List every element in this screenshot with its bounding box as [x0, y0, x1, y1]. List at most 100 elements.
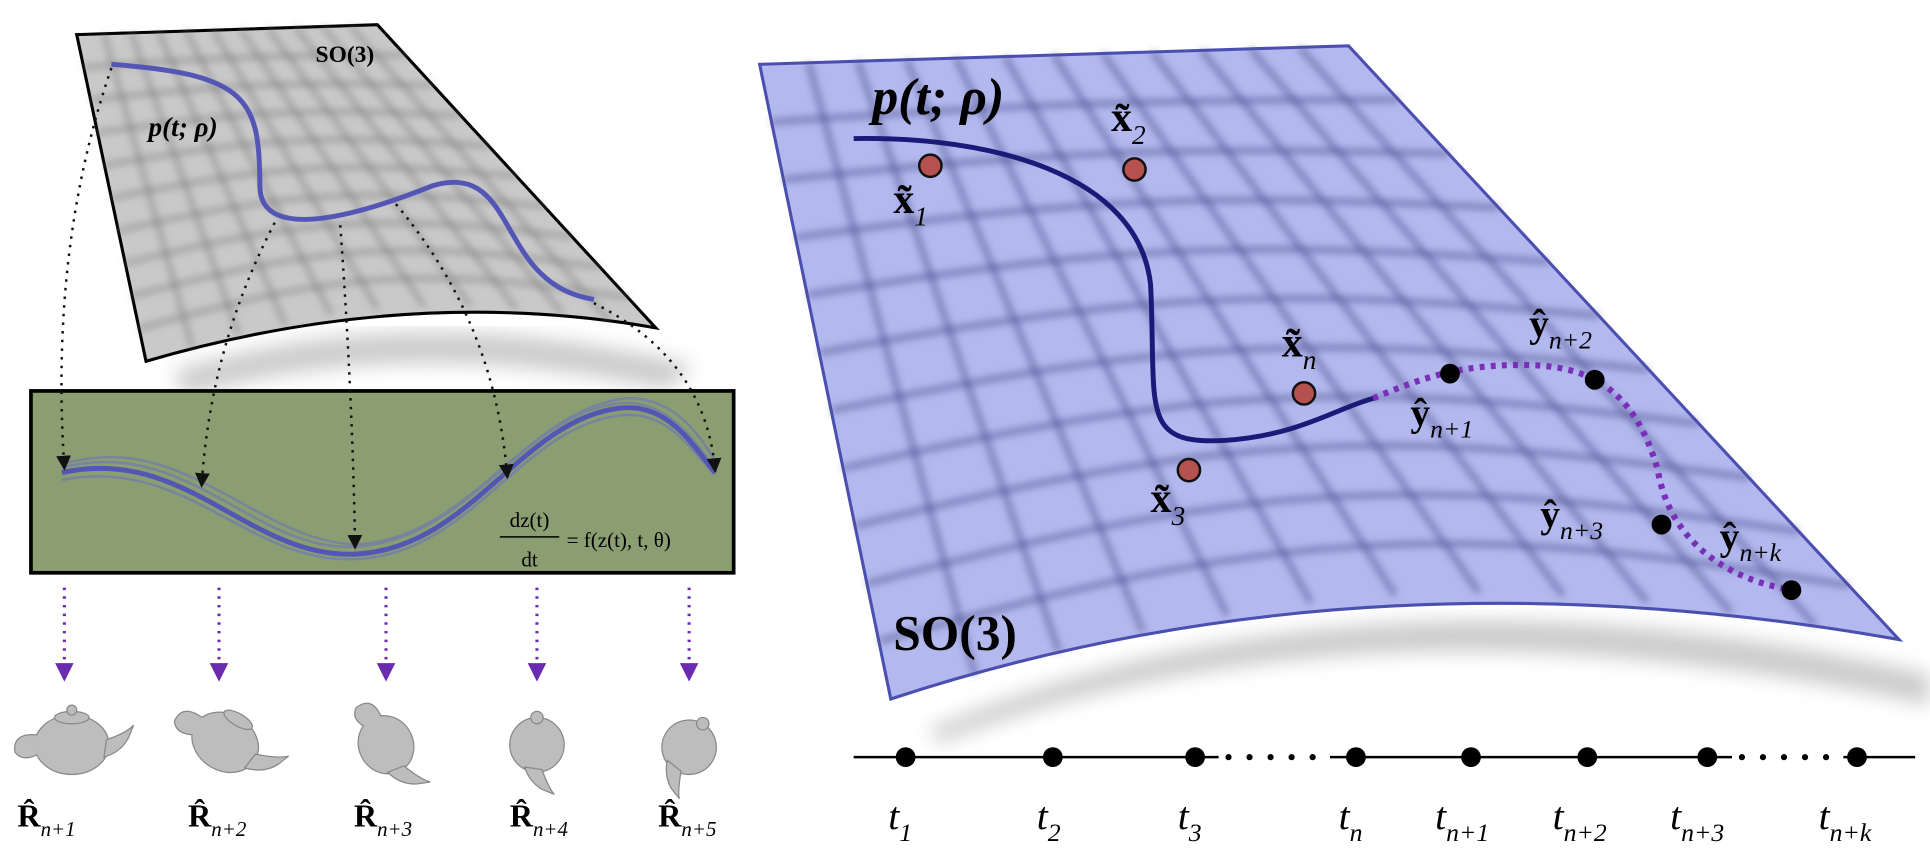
time-label-symbol: t [1819, 794, 1831, 838]
equation-rhs: = f(z(t), t, θ) [567, 528, 671, 552]
grid-line [97, 109, 461, 136]
time-label: t1 [888, 794, 912, 847]
rotation-label: R̂n+2 [188, 797, 246, 841]
time-label-symbol: t [888, 794, 900, 838]
prediction-label-sub: n+1 [1430, 414, 1473, 443]
left-manifold-label: SO(3) [316, 42, 375, 68]
projection-arrows [56, 67, 722, 550]
time-label-sub: 1 [899, 818, 912, 847]
time-label-symbol: t [1339, 794, 1351, 838]
rotation-label-sub: n+3 [377, 817, 412, 841]
shadows [173, 332, 1930, 743]
left-curve [111, 61, 595, 302]
time-label-symbol: t [1670, 794, 1682, 838]
rotation-label-sub: n+4 [533, 817, 568, 841]
time-label-sub: n+3 [1681, 818, 1724, 847]
time-label-symbol: t [1178, 794, 1190, 838]
grid-line [854, 60, 1062, 653]
rotation-label-sub: n+2 [211, 817, 246, 841]
grid-line [1198, 48, 1650, 604]
left-curve-label: p(t; ρ) [146, 112, 217, 142]
observation-label-symbol: x̃ [893, 177, 914, 223]
observation-label-sub: 2 [1132, 120, 1146, 150]
rotation-label-symbol: R̂ [510, 797, 534, 833]
observation-label: x̃3 [1151, 476, 1186, 531]
grid-line [117, 192, 545, 234]
observation-label: x̃2 [1111, 95, 1146, 150]
observations [917, 153, 1317, 483]
grid-line [90, 81, 434, 103]
rotation-label-symbol: R̂ [658, 797, 682, 833]
grid-line [138, 275, 629, 331]
grid-line [818, 295, 1600, 356]
rotation-label: R̂n+3 [354, 797, 412, 841]
grid-line [806, 246, 1549, 299]
grid-line [124, 220, 573, 266]
grid-line [131, 247, 601, 299]
time-label-sub: n+2 [1564, 818, 1607, 847]
grid-line [842, 393, 1700, 472]
rotation-label: R̂n+1 [17, 797, 75, 841]
left-grid [83, 24, 629, 349]
time-label: tn+2 [1553, 794, 1607, 847]
timeline-gap [1732, 748, 1844, 766]
rotation-label-sub: n+1 [41, 817, 76, 841]
grid-line [830, 344, 1650, 414]
rotation-label-symbol: R̂ [354, 797, 378, 833]
observation-label: x̃1 [893, 177, 928, 232]
prediction-label: ŷn+1 [1410, 391, 1473, 444]
observation-label-symbol: x̃ [1151, 476, 1172, 522]
timeline-points [895, 747, 1867, 768]
rotation-label-sub: n+5 [681, 817, 716, 841]
rotation-label-symbol: R̂ [188, 797, 212, 833]
grid-line [1149, 50, 1566, 597]
observation-label-sub: n [1303, 345, 1317, 375]
prediction-label-sub: n+2 [1549, 325, 1592, 354]
observation-label-sub: 1 [914, 201, 928, 231]
time-label-symbol: t [1553, 794, 1565, 838]
time-label-sub: 3 [1188, 818, 1202, 847]
equation-numerator: dz(t) [510, 508, 550, 532]
grid-line [854, 442, 1750, 529]
time-label-sub: n+k [1830, 818, 1872, 847]
time-label-symbol: t [1037, 794, 1049, 838]
right-manifold-label: SO(3) [893, 606, 1017, 661]
grid-line [1051, 53, 1398, 597]
grid-line [1297, 45, 1818, 628]
grid-line [794, 196, 1499, 241]
prediction-label: ŷn+2 [1529, 302, 1592, 355]
observation-label-symbol: x̃ [1282, 320, 1303, 366]
time-label: t3 [1178, 794, 1202, 847]
rotation-label: R̂n+4 [510, 797, 568, 841]
rotation-label-symbol: R̂ [17, 797, 41, 833]
time-label-symbol: t [1435, 794, 1447, 838]
time-label: tn+k [1819, 794, 1872, 847]
grid-line [771, 96, 1399, 126]
prediction-label-symbol: ŷ [1720, 514, 1740, 558]
grid-line [878, 540, 1850, 645]
prediction-label-symbol: ŷ [1410, 391, 1430, 435]
right-curve-label: p(t; ρ) [868, 69, 1004, 126]
grid-line [110, 164, 517, 201]
time-label: tn+1 [1435, 794, 1489, 847]
ellipsis [1225, 754, 1830, 761]
equation-denominator: dt [521, 548, 538, 572]
time-label: tn+3 [1670, 794, 1724, 847]
prediction-label-sub: n+k [1739, 538, 1781, 567]
prediction-label-symbol: ŷ [1540, 492, 1560, 536]
time-label: tn [1339, 794, 1363, 847]
observation-label: x̃n [1282, 320, 1317, 375]
right-grid [771, 45, 1850, 676]
trajectory [853, 136, 1374, 444]
teapots [14, 702, 717, 800]
timeline-gap [1218, 748, 1330, 766]
grid-line [805, 61, 978, 676]
grid-line [104, 137, 489, 168]
rotation-label: R̂n+5 [658, 797, 716, 841]
observation-label-symbol: x̃ [1111, 95, 1132, 141]
grid-line [866, 491, 1800, 587]
time-label-sub: n+1 [1446, 818, 1489, 847]
prediction-label-symbol: ŷ [1529, 302, 1549, 346]
time-label: t2 [1037, 794, 1061, 847]
